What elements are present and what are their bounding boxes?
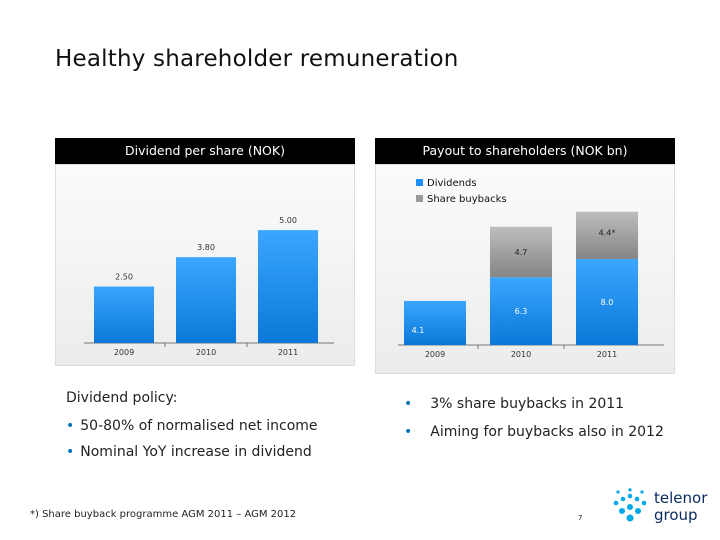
logo-line-2: group <box>654 506 698 524</box>
payout-chart-area: Dividends Share buybacks 4.1 2009 6.3 4.7 2010… <box>375 164 675 374</box>
bar-2010 <box>176 257 236 343</box>
data-label: 8.0 <box>601 298 614 307</box>
bullet-dot-icon: • <box>66 418 75 434</box>
slide-title: Healthy shareholder remuneration <box>55 46 459 72</box>
logo-wordmark: telenor group <box>654 490 707 524</box>
bar-2010-share-buybacks <box>490 226 552 278</box>
bar-2009-dividends <box>404 300 466 345</box>
dividend-chart-title: Dividend per share (NOK) <box>55 138 355 164</box>
buyback-bullet-text: 3% share buybacks in 2011 <box>430 396 625 412</box>
x-tick-label: 2009 <box>425 350 445 359</box>
bar-2011-share-buybacks <box>576 211 638 259</box>
legend-swatch <box>416 195 423 202</box>
buyback-bullet-1: • 3% share buybacks in 2011 <box>404 396 624 412</box>
bar-2011 <box>258 230 318 343</box>
data-label: 3.80 <box>197 243 215 252</box>
payout-chart-svg: Dividends Share buybacks 4.1 2009 6.3 4.7 2010… <box>398 178 664 359</box>
dividend-chart-svg: 2.50 2009 3.80 2010 5.00 2011 <box>84 216 334 357</box>
legend-entry: Share buybacks <box>427 194 507 205</box>
legend-entry: Dividends <box>427 178 477 189</box>
bullet-dot-icon: • <box>66 444 75 460</box>
data-label: 6.3 <box>515 307 528 316</box>
payout-chart-title: Payout to shareholders (NOK bn) <box>375 138 675 164</box>
data-label: 4.4* <box>599 229 616 238</box>
payout-chart-panel: Payout to shareholders (NOK bn) Dividend… <box>375 138 675 374</box>
bar-2010-dividends <box>490 277 552 345</box>
buyback-bullet-2: • Aiming for buybacks also in 2012 <box>404 424 664 440</box>
x-tick-label: 2009 <box>114 348 134 357</box>
bar-2009 <box>94 286 154 343</box>
x-tick-label: 2010 <box>196 348 216 357</box>
data-label: 4.7 <box>515 248 528 257</box>
policy-heading: Dividend policy: <box>66 390 178 406</box>
policy-bullet-text: Nominal YoY increase in dividend <box>80 444 312 460</box>
x-tick-label: 2011 <box>597 350 617 359</box>
buyback-bullet-text: Aiming for buybacks also in 2012 <box>430 424 664 440</box>
policy-bullet-text: 50-80% of normalised net income <box>80 418 318 434</box>
policy-bullet-2: • Nominal YoY increase in dividend <box>66 444 312 460</box>
telenor-logo-icon <box>613 488 647 522</box>
data-label: 4.1 <box>412 326 425 335</box>
data-label: 2.50 <box>115 273 133 282</box>
dividend-chart-panel: Dividend per share (NOK) 2.50 2009 3.80 201… <box>55 138 355 366</box>
policy-bullet-1: • 50-80% of normalised net income <box>66 418 318 434</box>
page-number: 7 <box>578 514 583 522</box>
x-tick-label: 2010 <box>511 350 531 359</box>
legend-swatch <box>416 179 423 186</box>
data-label: 5.00 <box>279 216 297 225</box>
x-tick-label: 2011 <box>278 348 298 357</box>
bullet-dot-icon: • <box>404 396 413 412</box>
logo-line-1: telenor <box>654 489 708 507</box>
dividend-chart-area: 2.50 2009 3.80 2010 5.00 2011 <box>55 164 355 366</box>
bullet-dot-icon: • <box>404 424 413 440</box>
footnote: *) Share buyback programme AGM 2011 – AG… <box>30 509 297 520</box>
bar-2011-dividends <box>576 259 638 345</box>
